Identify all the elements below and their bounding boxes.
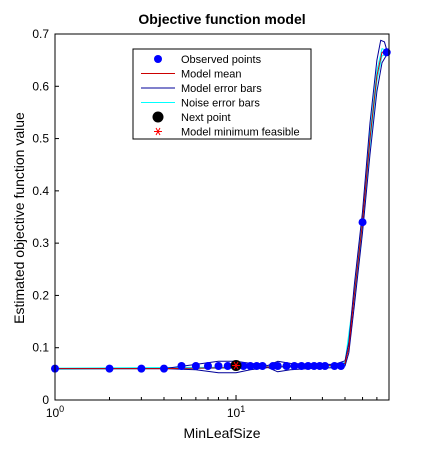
observed-point (304, 362, 313, 371)
observed-point (105, 364, 114, 373)
observed-point (290, 362, 299, 371)
x-tick-label: 101 (227, 404, 245, 420)
observed-point (177, 362, 186, 371)
y-tick-label: 0.6 (32, 79, 49, 93)
observed-point (330, 362, 339, 371)
axes-box (54, 33, 390, 401)
legend-label: Model error bars (181, 83, 262, 95)
axes: 0 0.1 0.2 0.3 0.4 0.5 0.6 0.7 100 101 (32, 27, 390, 420)
legend-model-minimum-swatch-stroke (155, 127, 161, 136)
observed-point (191, 362, 200, 371)
observed-point (214, 362, 223, 371)
legend-label: Model mean (181, 69, 242, 81)
observed-point (239, 362, 248, 371)
y-tick-label: 0.1 (32, 341, 49, 355)
legend-label: Model minimum feasible (181, 127, 300, 139)
legend-label: Next point (181, 112, 231, 124)
legend-label: Observed points (181, 54, 262, 66)
model-minimum-marker-stroke (233, 361, 239, 370)
observed-point (358, 218, 367, 227)
observed-point (223, 362, 232, 371)
observed-point (382, 48, 391, 57)
x-tick-label: 100 (46, 404, 64, 420)
observed-point (137, 364, 146, 373)
observed-point (273, 362, 282, 371)
y-axis-label: Estimated objective function value (11, 112, 27, 324)
observed-point (258, 362, 267, 371)
y-tick-label: 0.2 (32, 288, 49, 302)
observed-point (297, 362, 306, 371)
next-point-markers (230, 359, 242, 371)
y-tick-label: 0.5 (32, 132, 49, 146)
y-tick-label: 0.7 (32, 27, 49, 41)
plot-area (51, 39, 391, 374)
observed-point (282, 362, 291, 371)
observed-point (159, 364, 168, 373)
model-minimum-marker (232, 361, 241, 370)
observed-point (320, 362, 329, 371)
legend: Observed points Model mean Model error bar… (132, 48, 312, 140)
x-axis-label: MinLeafSize (183, 425, 260, 441)
chart-title: Objective function model (138, 11, 305, 27)
observed-point (203, 362, 212, 371)
legend-next-point-swatch (152, 111, 164, 123)
legend-box (132, 48, 312, 140)
observed-point (246, 362, 255, 371)
y-tick-label: 0 (42, 393, 49, 407)
observed-point (336, 362, 345, 371)
y-tick-label: 0.3 (32, 236, 49, 250)
observed-point (252, 362, 261, 371)
legend-label: Noise error bars (181, 98, 260, 110)
legend-model-minimum-swatch (154, 127, 162, 136)
observed-point (310, 362, 319, 371)
legend-observed-swatch (154, 55, 162, 63)
y-tick-label: 0.4 (32, 184, 49, 198)
